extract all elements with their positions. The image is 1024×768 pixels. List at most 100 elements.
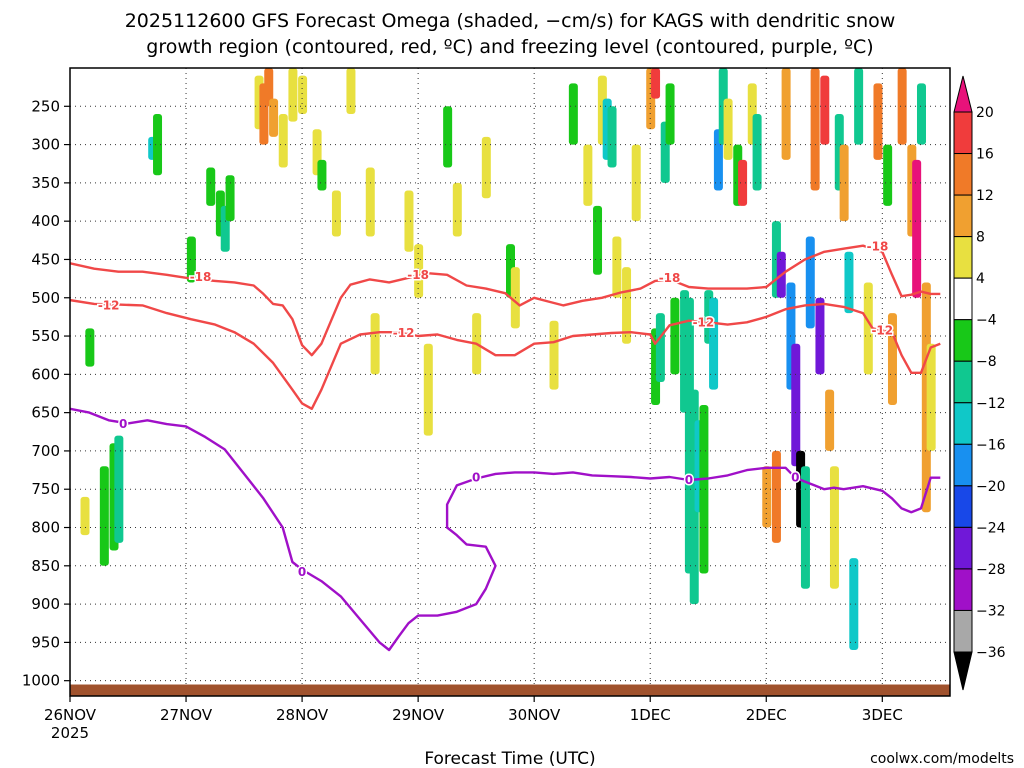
x-tick-label: 3DEC xyxy=(862,706,903,724)
omega-cell xyxy=(825,389,835,451)
omega-cell xyxy=(568,83,578,145)
x-axis-label: Forecast Time (UTC) xyxy=(424,749,595,768)
colorbar-swatch xyxy=(953,526,973,570)
omega-cell xyxy=(264,68,274,107)
contour-label: -12 xyxy=(871,324,893,338)
y-tick-label: 300 xyxy=(31,136,60,154)
omega-cell xyxy=(583,144,593,206)
y-tick-label: 700 xyxy=(31,442,60,460)
omega-cell xyxy=(607,106,617,168)
x-tick-label: 26NOV xyxy=(44,706,97,724)
omega-cell xyxy=(738,159,748,206)
plot-frame xyxy=(69,67,951,697)
colorbar-swatch xyxy=(953,360,973,404)
omega-cell xyxy=(631,144,641,222)
colorbar-label: 4 xyxy=(976,271,985,287)
omega-cell xyxy=(883,144,893,206)
omega-cell xyxy=(269,98,279,137)
y-tick-label: 900 xyxy=(31,595,60,613)
colorbar-swatch xyxy=(953,485,973,528)
colorbar-swatch xyxy=(953,402,973,445)
colorbar-bottom-arrow xyxy=(953,651,973,691)
omega-cell xyxy=(288,68,298,122)
contour-label: -18 xyxy=(407,268,429,282)
colorbar-label: −8 xyxy=(976,354,997,370)
omega-cell xyxy=(820,75,830,145)
y-tick-label: 500 xyxy=(31,289,60,307)
omega-cell xyxy=(80,496,90,536)
colorbar-swatch xyxy=(953,609,973,653)
colorbar-label: −20 xyxy=(976,479,1006,495)
omega-cell xyxy=(549,320,559,390)
chart-title-line-2: growth region (contoured, red, ºC) and f… xyxy=(146,36,873,58)
omega-cell xyxy=(752,113,762,191)
colorbar-label: 8 xyxy=(976,230,985,246)
omega-cell xyxy=(404,190,414,252)
omega-cell xyxy=(926,343,936,451)
y-tick-label: 850 xyxy=(31,557,60,575)
y-tick-label: 550 xyxy=(31,327,60,345)
colorbar-label: −28 xyxy=(976,562,1006,578)
x-tick-label: 28NOV xyxy=(276,706,329,724)
source-credit: coolwx.com/modelts xyxy=(870,751,1014,767)
omega-cell xyxy=(916,83,926,145)
contour-label: -18 xyxy=(867,239,889,253)
y-tick-label: 350 xyxy=(31,174,60,192)
omega-cell xyxy=(815,297,825,375)
omega-cell xyxy=(99,466,109,566)
plot-area xyxy=(70,68,950,696)
contour-label: -18 xyxy=(190,270,212,284)
contour-label: 0 xyxy=(791,471,799,485)
omega-cell xyxy=(186,236,196,283)
y-tick-label: 250 xyxy=(31,97,60,115)
y-tick-label: 450 xyxy=(31,250,60,268)
omega-cell xyxy=(863,282,873,375)
omega-cell xyxy=(709,297,719,390)
colorbar-swatch xyxy=(953,236,973,279)
contour-label: -12 xyxy=(693,315,715,329)
contour-label: -12 xyxy=(393,326,415,340)
omega-cell xyxy=(829,466,839,589)
omega-cell xyxy=(844,251,854,314)
contour-label: 0 xyxy=(472,471,480,485)
omega-cell xyxy=(612,236,622,298)
contour-label: 0 xyxy=(685,473,693,487)
colorbar-swatch xyxy=(953,277,973,321)
omega-cell xyxy=(762,466,772,528)
contour-line xyxy=(70,407,941,652)
colorbar-label: 12 xyxy=(976,188,994,204)
omega-cell xyxy=(771,450,781,543)
omega-cell xyxy=(370,313,380,375)
omega-cell xyxy=(854,68,864,145)
x-tick-sublabel: 2025 xyxy=(51,724,89,742)
omega-cell xyxy=(452,182,462,237)
x-tick-label: 27NOV xyxy=(160,706,213,724)
omega-cell xyxy=(839,144,849,222)
omega-cell xyxy=(481,136,491,199)
y-tick-label: 950 xyxy=(31,633,60,651)
contour-label: -12 xyxy=(98,298,120,312)
omega-cell xyxy=(331,190,341,237)
contour-label: 0 xyxy=(298,565,306,579)
colorbar-swatch xyxy=(953,153,973,196)
colorbar-label: −36 xyxy=(976,645,1006,661)
contour-lines: -18 -18 -18 -18 -12 -12 -12 -12 0 0 0 0 0 xyxy=(70,238,941,652)
y-axis-ticks: 250 300 350 400 450 500 550 600 650 700 750 800 850 9… xyxy=(22,97,70,690)
omega-cell xyxy=(365,167,375,237)
omega-cell xyxy=(278,113,288,168)
omega-cell xyxy=(670,297,680,375)
omega-cell xyxy=(651,68,661,99)
colorbar-label: −24 xyxy=(976,520,1006,536)
colorbar-swatch xyxy=(953,568,973,611)
colorbar-label: −32 xyxy=(976,603,1006,619)
x-tick-label: 1DEC xyxy=(630,706,671,724)
colorbar-top-arrow xyxy=(953,75,973,113)
omega-cell xyxy=(781,68,791,160)
colorbar-label: −12 xyxy=(976,396,1006,412)
colorbar: 20 16 12 8 4 −4 −8 −12 −16 −20 −24 −28 −32 −36 xyxy=(953,75,1006,691)
x-tick-label: 30NOV xyxy=(508,706,561,724)
y-tick-label: 750 xyxy=(31,480,60,498)
colorbar-label: 20 xyxy=(976,105,994,121)
